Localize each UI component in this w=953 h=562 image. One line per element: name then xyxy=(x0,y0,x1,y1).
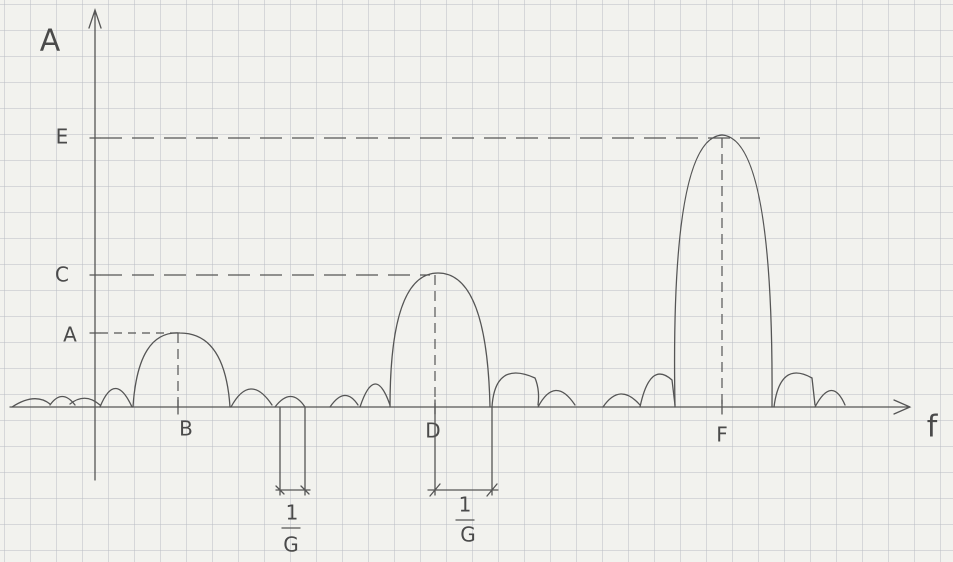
fraction-numerator: 1 xyxy=(286,501,299,525)
fraction-denominator: G xyxy=(460,523,476,547)
x-axis-label: f xyxy=(927,410,939,445)
fraction-denominator: G xyxy=(283,533,299,557)
y-axis-label: A xyxy=(40,24,61,59)
x-mark: F xyxy=(716,423,728,447)
fraction-numerator: 1 xyxy=(459,493,472,517)
x-mark: D xyxy=(425,419,440,443)
graph-paper xyxy=(0,0,953,562)
diagram: A f E C A B D F 1 G 1 G xyxy=(0,0,953,562)
y-mark: E xyxy=(56,125,69,149)
x-mark: B xyxy=(179,417,193,441)
y-mark: C xyxy=(55,263,69,287)
y-mark: A xyxy=(63,323,77,347)
